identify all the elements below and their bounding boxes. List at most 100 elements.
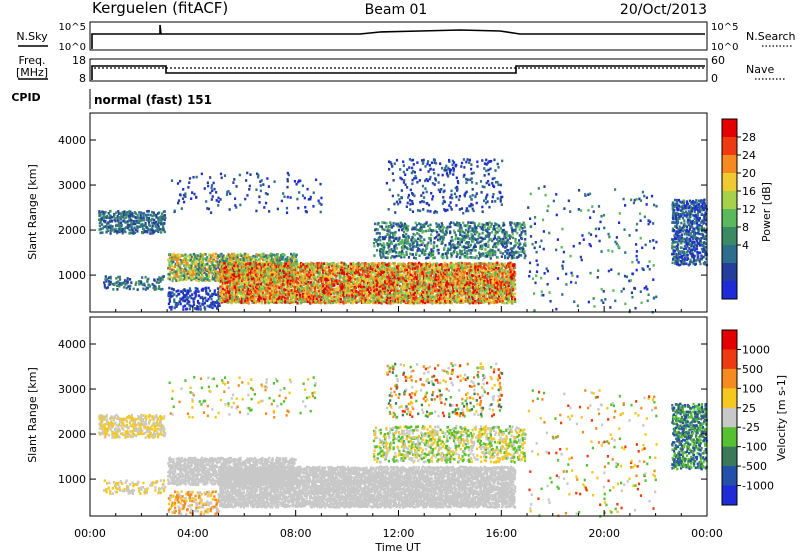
echo-cell xyxy=(350,280,353,283)
echo-cell xyxy=(315,283,318,286)
echo-cell xyxy=(282,285,286,288)
echo-cell xyxy=(101,212,105,216)
echo-cell xyxy=(293,253,296,256)
echo-cell xyxy=(297,281,300,285)
echo-cell xyxy=(406,285,409,289)
echo-cell xyxy=(110,215,114,219)
echo-cell xyxy=(295,278,298,282)
echo-cell xyxy=(280,267,284,270)
echo-cell xyxy=(197,268,200,272)
echo-cell xyxy=(238,262,241,266)
echo-cell xyxy=(138,282,141,286)
echo-cell xyxy=(370,277,373,280)
echo-cell xyxy=(147,277,150,281)
echo-cell xyxy=(380,298,383,302)
echo-cell xyxy=(304,265,307,268)
echo-cell xyxy=(305,279,308,282)
echo-cell xyxy=(268,271,272,275)
echo-cell xyxy=(316,267,320,270)
echo-cell xyxy=(206,275,209,279)
echo-cell xyxy=(301,276,304,280)
echo-cell xyxy=(119,229,122,233)
echo-cell xyxy=(229,257,232,261)
echo-cell xyxy=(157,227,160,231)
echo-cell xyxy=(109,277,112,280)
date-title: 20/Oct/2013 xyxy=(620,2,707,18)
echo-cell xyxy=(330,290,333,294)
echo-cell xyxy=(99,231,102,235)
echo-cell xyxy=(161,225,165,228)
echo-cell xyxy=(317,275,320,278)
echo-cell xyxy=(177,289,180,293)
echo-cell xyxy=(267,281,270,285)
echo-cell xyxy=(173,300,176,304)
echo-cell xyxy=(141,222,144,226)
echo-cell xyxy=(234,271,238,275)
echo-cell xyxy=(217,263,220,266)
echo-cell xyxy=(281,257,284,261)
echo-cell xyxy=(238,288,241,292)
echo-cell xyxy=(365,288,368,292)
echo-cell xyxy=(135,281,138,284)
echo-cell xyxy=(146,226,149,229)
echo-cell xyxy=(126,214,130,217)
echo-cell xyxy=(279,283,283,287)
echo-cell xyxy=(147,213,150,217)
echo-cell xyxy=(260,257,263,260)
echo-cell xyxy=(133,215,137,219)
echo-cell xyxy=(233,261,236,265)
echo-cell xyxy=(326,293,329,296)
echo-cell xyxy=(201,289,205,292)
echo-cell xyxy=(116,284,119,288)
echo-cell xyxy=(159,280,162,283)
echo-cell xyxy=(114,217,117,220)
echo-cell xyxy=(318,274,321,278)
echo-cell xyxy=(361,287,364,291)
echo-cell xyxy=(300,299,303,302)
echo-cell xyxy=(381,271,384,274)
echo-cell xyxy=(263,258,267,262)
echo-cell xyxy=(153,230,156,233)
echo-cell xyxy=(219,265,222,269)
echo-cell xyxy=(352,277,355,281)
echo-cell xyxy=(273,282,276,286)
echo-cell xyxy=(113,228,116,231)
echo-cell xyxy=(427,292,431,296)
echo-cell xyxy=(282,269,285,273)
echo-cell xyxy=(294,297,297,301)
echo-cell xyxy=(378,267,381,270)
echo-cell xyxy=(221,262,225,265)
echo-cell xyxy=(246,289,249,292)
echo-cell xyxy=(192,269,195,273)
echo-cell xyxy=(169,260,172,263)
echo-cell xyxy=(369,265,373,268)
echo-cell xyxy=(287,301,290,304)
echo-cell xyxy=(205,290,208,294)
echo-cell xyxy=(373,290,376,294)
echo-cell xyxy=(247,294,251,298)
echo-cell xyxy=(342,264,346,268)
echo-cell xyxy=(214,301,217,304)
echo-cell xyxy=(190,272,194,276)
echo-cell xyxy=(160,222,163,226)
echo-cell xyxy=(128,217,131,220)
echo-cell xyxy=(123,227,127,230)
echo-cell xyxy=(351,297,354,301)
echo-cell xyxy=(360,299,363,303)
echo-cell xyxy=(447,268,450,272)
echo-cell xyxy=(243,291,246,294)
echo-cell xyxy=(329,288,332,291)
echo-cell xyxy=(168,300,171,303)
echo-cell xyxy=(179,297,182,301)
echo-cell xyxy=(252,254,255,258)
echo-cell xyxy=(278,289,281,292)
echo-cell xyxy=(301,289,304,293)
echo-cell xyxy=(175,290,178,293)
echo-cell xyxy=(109,224,112,228)
echo-cell xyxy=(217,304,220,307)
echo-cell xyxy=(385,298,389,302)
echo-cell xyxy=(357,273,360,276)
echo-cell xyxy=(265,260,268,264)
echo-cell xyxy=(388,291,392,295)
echo-cell xyxy=(295,264,298,268)
